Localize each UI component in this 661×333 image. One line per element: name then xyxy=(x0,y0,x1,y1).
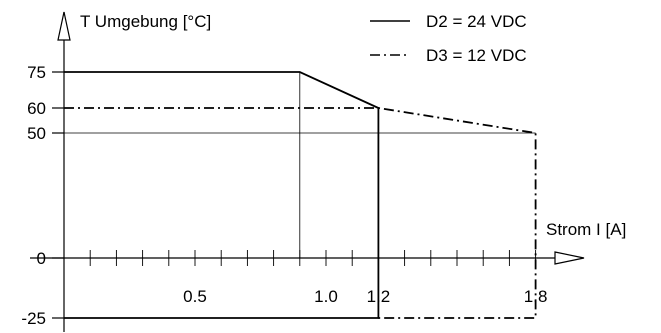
legend-label-d2: D2 = 24 VDC xyxy=(426,12,527,31)
ticks-layer: 75 60 50 0 -25 0.5 1.0 1.2 1.8 xyxy=(21,63,547,328)
x-axis-arrow xyxy=(554,251,585,265)
series-layer xyxy=(64,71,537,319)
legend: D2 = 24 VDC D3 = 12 VDC xyxy=(370,12,527,65)
y-axis-label: T Umgebung [°C] xyxy=(80,12,211,31)
x-tick-label: 0.5 xyxy=(183,287,207,306)
x-tick-label: 1.2 xyxy=(367,287,391,306)
y-axis-arrow xyxy=(57,11,71,41)
y-tick-label: 50 xyxy=(27,124,46,143)
legend-label-d3: D3 = 12 VDC xyxy=(426,46,527,65)
y-tick-label: 75 xyxy=(27,63,46,82)
x-axis-label: Strom I [A] xyxy=(546,220,626,239)
x-tick-label: 1.0 xyxy=(314,287,338,306)
x-tick-label: 1.8 xyxy=(524,287,548,306)
grid-layer xyxy=(64,72,536,258)
y-tick-label: -25 xyxy=(21,309,46,328)
y-tick-label: 0 xyxy=(37,249,46,268)
y-tick-label: 60 xyxy=(27,99,46,118)
axes-layer xyxy=(30,11,585,332)
series-line-d3 xyxy=(64,107,537,319)
